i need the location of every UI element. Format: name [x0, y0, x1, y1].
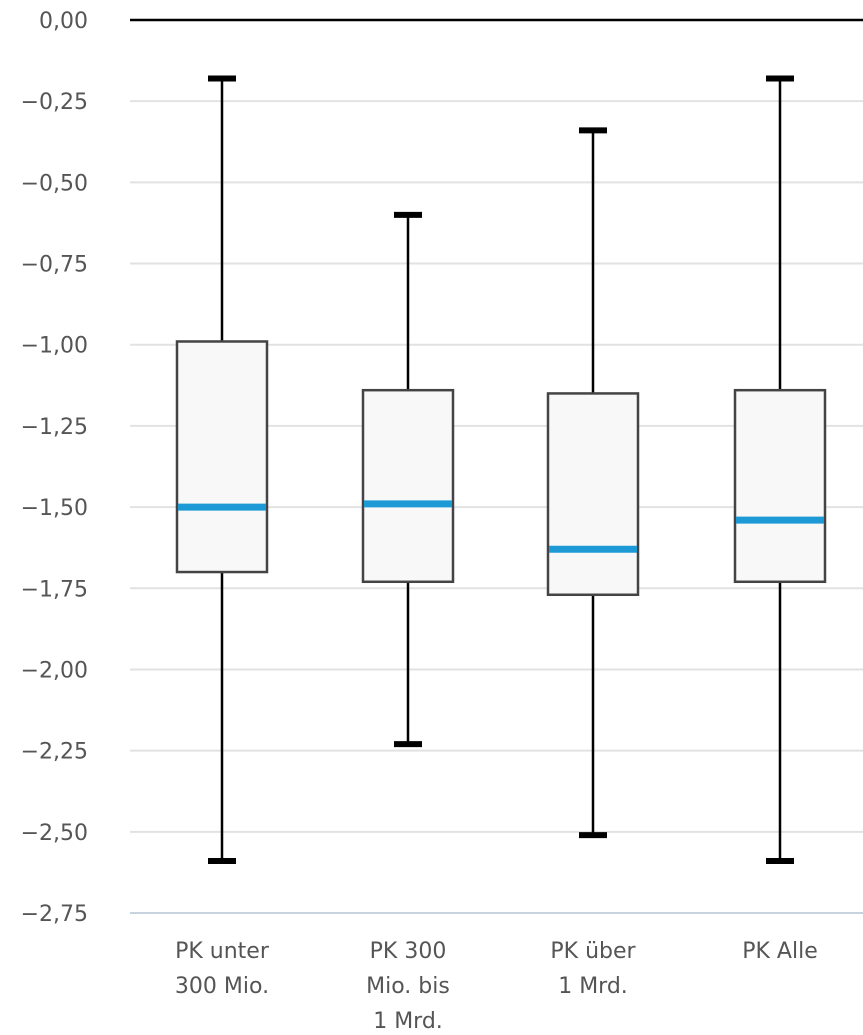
y-tick-label: −0,25	[21, 90, 88, 115]
box-plot-item	[175, 75, 269, 865]
box-plot-item	[733, 75, 827, 865]
y-tick-label: −2,75	[21, 902, 88, 927]
y-tick-label: −2,50	[21, 821, 88, 846]
x-axis-category-labels: PK unter 300 Mio. PK 300 Mio. bis 1 Mrd. PK ü…	[175, 939, 818, 1034]
y-tick-label: −1,00	[21, 334, 88, 359]
box-plot-item	[546, 127, 640, 839]
y-tick-label: −2,25	[21, 740, 88, 765]
y-tick-label: 0,00	[39, 9, 88, 34]
x-category-label: PK über	[550, 939, 636, 964]
y-tick-label: −0,75	[21, 253, 88, 278]
y-tick-label: −1,25	[21, 415, 88, 440]
x-category-label: PK Alle	[742, 939, 818, 964]
x-category-label: 300 Mio.	[175, 974, 269, 999]
y-tick-label: −1,50	[21, 496, 88, 521]
x-category-label: 1 Mrd.	[558, 974, 628, 999]
interquartile-box	[546, 392, 640, 597]
y-tick-label: −0,50	[21, 171, 88, 196]
interquartile-box	[733, 388, 827, 584]
x-category-label: PK 300	[370, 939, 447, 964]
interquartile-box	[361, 388, 455, 584]
box-layer	[175, 75, 827, 865]
interquartile-box	[175, 340, 269, 574]
y-axis-tick-labels: 0,00 −0,25 −0,50 −0,75 −1,00 −1,25 −1,50 −1,75 −…	[21, 9, 88, 927]
x-category-label: Mio. bis	[366, 974, 450, 999]
y-tick-label: −2,00	[21, 658, 88, 683]
y-tick-label: −1,75	[21, 577, 88, 602]
box-plot-item	[361, 211, 455, 748]
x-category-label: PK unter	[175, 939, 270, 964]
x-category-label: 1 Mrd.	[373, 1009, 443, 1034]
